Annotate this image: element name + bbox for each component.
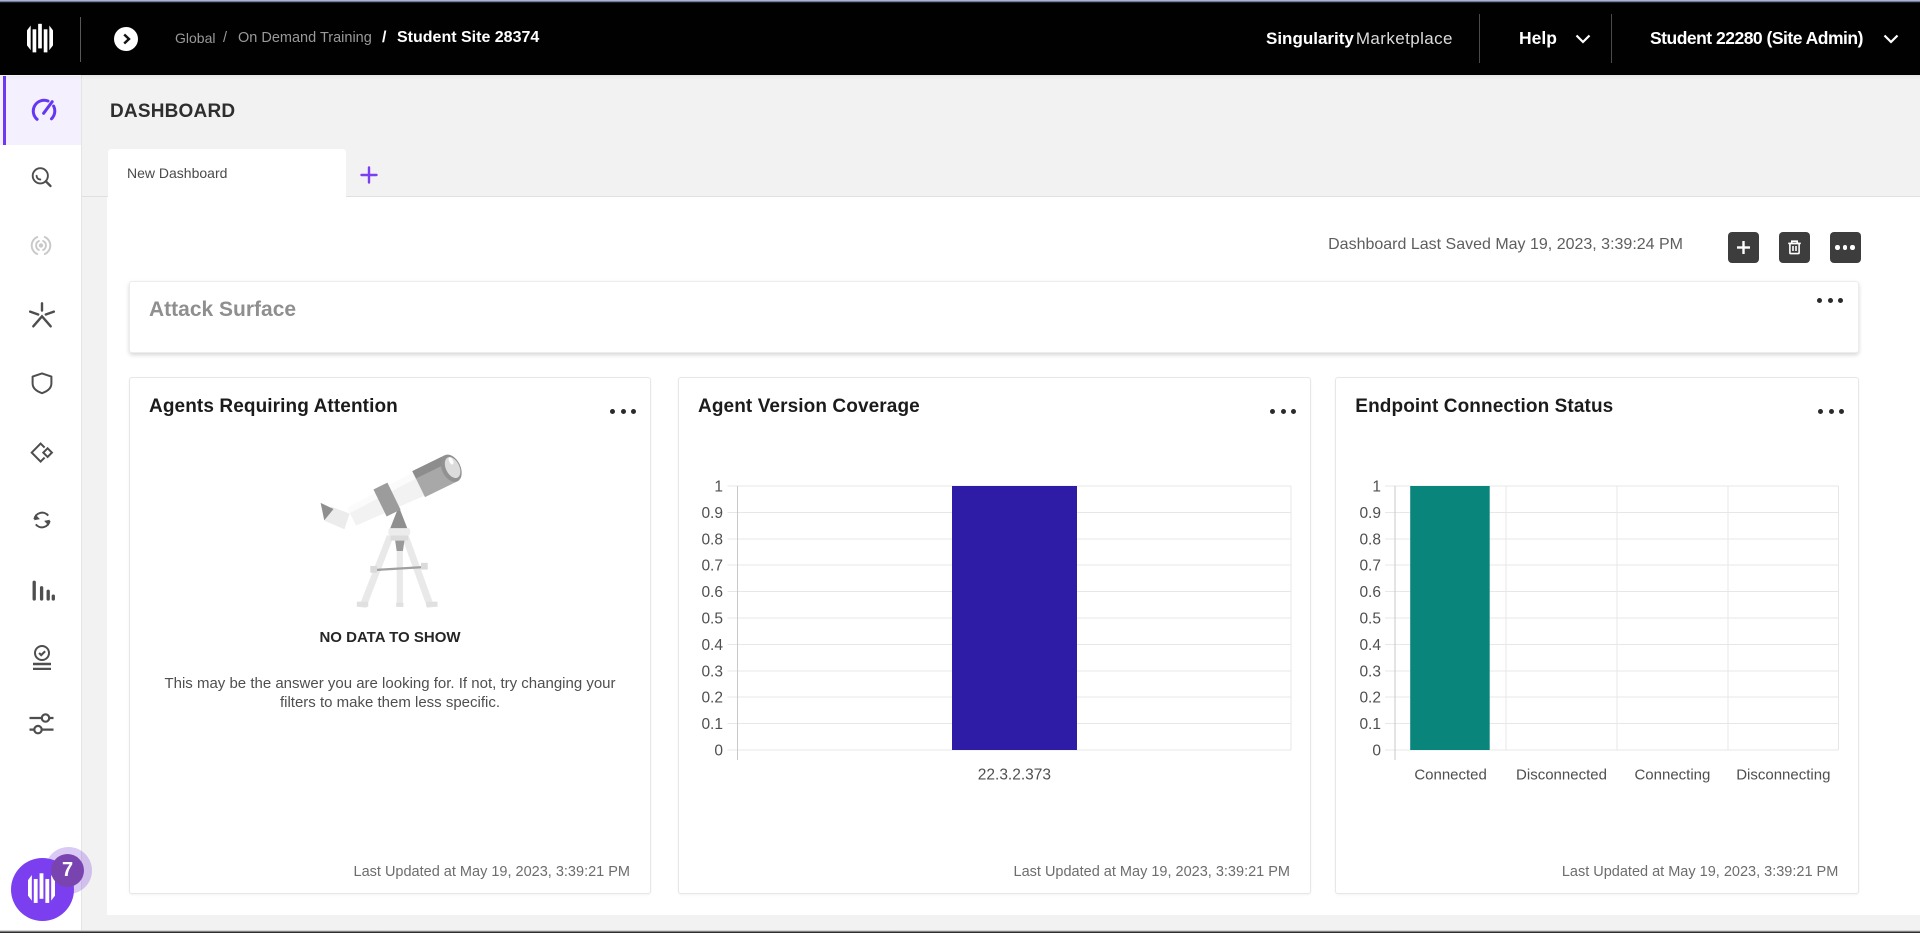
svg-text:0.9: 0.9	[701, 505, 723, 522]
svg-text:1: 1	[1373, 479, 1382, 496]
svg-text:0.1: 0.1	[1360, 716, 1382, 733]
svg-text:Disconnecting: Disconnecting	[1736, 767, 1830, 784]
svg-text:0.2: 0.2	[701, 690, 723, 707]
svg-text:0.3: 0.3	[1360, 663, 1382, 680]
svg-text:0.6: 0.6	[701, 584, 723, 601]
svg-text:0.3: 0.3	[701, 663, 723, 680]
svg-text:Connecting: Connecting	[1635, 767, 1711, 784]
svg-text:0.5: 0.5	[701, 611, 723, 628]
svg-text:0.2: 0.2	[1360, 690, 1382, 707]
svg-text:Disconnected: Disconnected	[1516, 767, 1607, 784]
svg-text:0.7: 0.7	[701, 558, 723, 575]
svg-text:0: 0	[1373, 743, 1382, 760]
svg-text:0.8: 0.8	[1360, 531, 1382, 548]
svg-text:Connected: Connected	[1415, 767, 1488, 784]
svg-text:0.7: 0.7	[1360, 558, 1382, 575]
svg-text:0.1: 0.1	[701, 716, 723, 733]
svg-text:1: 1	[714, 479, 723, 496]
svg-text:0.8: 0.8	[701, 531, 723, 548]
svg-text:0.4: 0.4	[701, 637, 723, 654]
svg-text:0.9: 0.9	[1360, 505, 1382, 522]
svg-text:0: 0	[714, 743, 723, 760]
svg-text:0.5: 0.5	[1360, 611, 1382, 628]
svg-text:0.6: 0.6	[1360, 584, 1382, 601]
svg-text:0.4: 0.4	[1360, 637, 1382, 654]
svg-text:22.3.2.373: 22.3.2.373	[978, 767, 1051, 784]
